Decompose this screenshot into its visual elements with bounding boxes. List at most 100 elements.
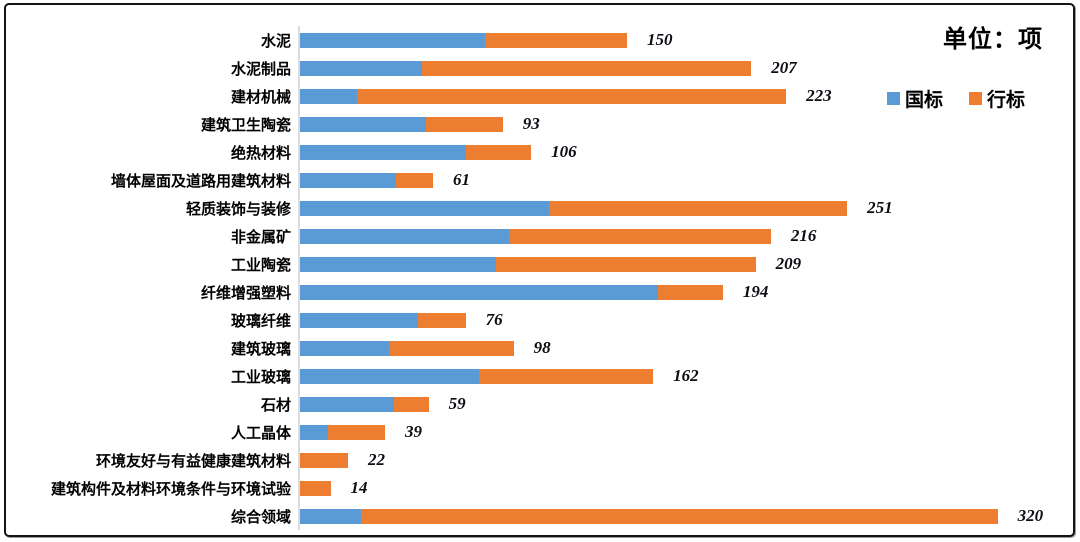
bar-segment-hangbiao — [509, 228, 771, 244]
bar-track: 209 — [298, 250, 1065, 278]
bar-track: 207 — [298, 54, 1065, 82]
bar-segment-guobiao — [300, 424, 329, 440]
chart-row: 绝热材料 106 — [18, 138, 1065, 166]
bar-segment-hangbiao — [422, 60, 752, 76]
bar-track: 98 — [298, 334, 1065, 362]
chart-row: 墙体屋面及道路用建筑材料 61 — [18, 166, 1065, 194]
bar-segment-guobiao — [300, 284, 658, 300]
chart-row: 工业陶瓷 209 — [18, 250, 1065, 278]
unit-title: 单位：项 — [943, 26, 1043, 53]
value-label: 14 — [350, 478, 368, 497]
category-label: 水泥制品 — [230, 60, 291, 78]
guobiao-swatch-icon — [886, 92, 900, 105]
value-label: 216 — [790, 226, 817, 245]
value-label: 209 — [775, 254, 802, 273]
bar-track: 39 — [298, 418, 1065, 446]
category-label: 建筑卫生陶瓷 — [200, 116, 291, 134]
legend-item-guobiao: 国标 — [886, 85, 943, 112]
bar-track: 61 — [298, 166, 1065, 194]
bar-segment-hangbiao — [361, 508, 998, 524]
bar-track: 76 — [298, 306, 1065, 334]
chart-row: 建筑玻璃 98 — [18, 334, 1065, 362]
value-label: 106 — [551, 142, 577, 161]
category-label: 墙体屋面及道路用建筑材料 — [110, 172, 291, 190]
bar-segment-hangbiao — [426, 116, 503, 132]
chart-row: 环境友好与有益健康建筑材料 22 — [18, 446, 1065, 474]
chart-area: 水泥 150 水泥制品 207 建材机械 223 建筑卫生陶瓷 93 绝热材料 106 墙体屋面及道… — [18, 26, 1065, 530]
chart-frame: 单位：项 国标 行标 水泥 150 水泥制品 207 建材机械 223 建筑卫生陶瓷 93 绝热… — [4, 3, 1075, 537]
bar-track: 162 — [298, 362, 1065, 390]
category-label: 绝热材料 — [230, 144, 291, 162]
chart-row: 水泥制品 207 — [18, 54, 1065, 82]
bar-segment-guobiao — [300, 508, 362, 524]
category-label: 建筑玻璃 — [230, 340, 291, 358]
chart-row: 建筑构件及材料环境条件与环境试验 14 — [18, 474, 1065, 502]
bar-segment-guobiao — [300, 228, 510, 244]
bar-segment-hangbiao — [395, 172, 433, 188]
bar-segment-guobiao — [300, 144, 466, 160]
category-label: 纤维增强塑料 — [200, 284, 291, 302]
value-label: 76 — [485, 310, 503, 329]
category-label: 石材 — [260, 396, 291, 414]
bar-track: 22 — [298, 446, 1065, 474]
chart-row: 非金属矿 216 — [18, 222, 1065, 250]
bar-segment-hangbiao — [478, 368, 654, 384]
hangbiao-swatch-icon — [968, 92, 982, 105]
value-label: 93 — [522, 114, 540, 133]
bar-segment-guobiao — [300, 340, 390, 356]
value-label: 98 — [533, 338, 551, 357]
bar-track: 150 — [298, 26, 1065, 54]
value-label: 207 — [771, 58, 797, 77]
bar-segment-guobiao — [300, 312, 418, 328]
bar-segment-hangbiao — [300, 452, 348, 468]
chart-row: 建筑卫生陶瓷 93 — [18, 110, 1065, 138]
bar-segment-guobiao — [300, 172, 396, 188]
legend: 国标 行标 — [886, 85, 1025, 112]
bar-segment-hangbiao — [356, 88, 787, 104]
bar-segment-hangbiao — [485, 32, 627, 48]
category-label: 综合领域 — [230, 508, 291, 526]
chart-row: 玻璃纤维 76 — [18, 306, 1065, 334]
value-label: 22 — [367, 450, 385, 469]
category-label: 人工晶体 — [230, 424, 291, 442]
bar-track: 106 — [298, 138, 1065, 166]
bar-segment-hangbiao — [389, 340, 514, 356]
chart-row: 水泥 150 — [18, 26, 1065, 54]
chart-row: 建材机械 223 — [18, 82, 1065, 110]
value-label: 162 — [673, 366, 699, 385]
value-label: 320 — [1017, 506, 1044, 525]
bar-segment-guobiao — [300, 32, 486, 48]
chart-row: 纤维增强塑料 194 — [18, 278, 1065, 306]
value-label: 61 — [452, 170, 470, 189]
chart-row: 人工晶体 39 — [18, 418, 1065, 446]
legend-label-hangbiao: 行标 — [986, 90, 1025, 111]
chart-row: 工业玻璃 162 — [18, 362, 1065, 390]
category-label: 环境友好与有益健康建筑材料 — [95, 452, 291, 470]
value-label: 223 — [806, 86, 832, 105]
category-label: 建筑构件及材料环境条件与环境试验 — [50, 480, 291, 498]
legend-label-guobiao: 国标 — [904, 90, 943, 111]
chart-row: 综合领域 320 — [18, 502, 1065, 530]
value-label: 194 — [742, 282, 769, 301]
category-label: 非金属矿 — [230, 228, 291, 246]
category-label: 建材机械 — [230, 88, 291, 106]
bar-segment-guobiao — [300, 256, 497, 272]
bar-track: 320 — [298, 502, 1065, 530]
bar-segment-hangbiao — [417, 312, 466, 328]
bar-track: 93 — [298, 110, 1065, 138]
bar-segment-guobiao — [300, 60, 423, 76]
bar-track: 251 — [298, 194, 1065, 222]
category-label: 玻璃纤维 — [230, 312, 291, 330]
bar-segment-hangbiao — [465, 144, 532, 160]
bar-segment-hangbiao — [496, 256, 756, 272]
value-label: 59 — [448, 394, 466, 413]
value-label: 150 — [646, 30, 673, 49]
bar-segment-hangbiao — [393, 396, 429, 412]
bar-segment-guobiao — [300, 396, 394, 412]
category-label: 水泥 — [260, 32, 291, 50]
category-label: 工业玻璃 — [230, 368, 291, 386]
chart-row: 轻质装饰与装修 251 — [18, 194, 1065, 222]
bar-segment-hangbiao — [300, 480, 331, 496]
bar-track: 216 — [298, 222, 1065, 250]
bar-segment-guobiao — [300, 116, 427, 132]
